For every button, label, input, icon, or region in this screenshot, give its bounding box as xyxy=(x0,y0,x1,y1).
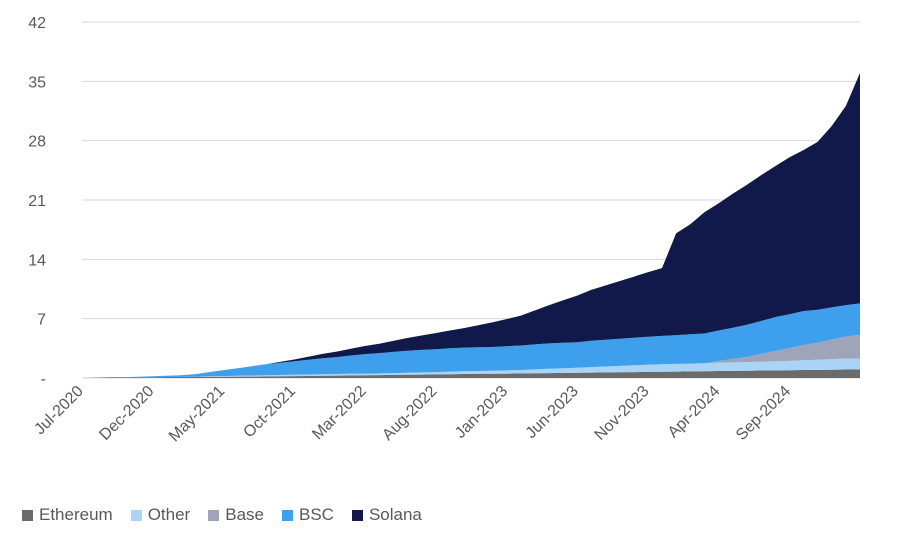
legend-swatch xyxy=(22,509,33,521)
legend-item-other: Other xyxy=(130,505,191,525)
legend-label: Ethereum xyxy=(39,505,113,524)
x-tick-label: Dec-2020 xyxy=(96,383,157,444)
y-tick-label: 14 xyxy=(28,252,46,269)
legend-item-ethereum: Ethereum xyxy=(22,505,113,525)
legend-label: Other xyxy=(147,505,191,524)
x-tick-label: Aug-2022 xyxy=(379,383,440,444)
legend-item-base: Base xyxy=(208,505,264,525)
area-solana xyxy=(82,72,860,379)
legend-swatch xyxy=(130,509,142,521)
x-tick-label: Sep-2024 xyxy=(733,383,794,444)
x-tick-label: Mar-2022 xyxy=(309,383,370,444)
legend-item-bsc: BSC xyxy=(281,505,334,525)
y-tick-label: 7 xyxy=(37,312,46,329)
y-tick-label: 42 xyxy=(28,15,46,32)
x-tick-label: Oct-2021 xyxy=(240,383,299,442)
area-other xyxy=(82,358,860,378)
y-tick-label: 35 xyxy=(28,74,46,91)
x-tick-label: Apr-2024 xyxy=(665,383,724,442)
legend: Ethereum Other Base BSC Solana xyxy=(22,505,422,525)
area-bsc xyxy=(82,303,860,378)
x-tick-label: Jul-2020 xyxy=(31,383,86,438)
x-tick-label: May-2021 xyxy=(166,383,228,445)
x-tick-label: Nov-2023 xyxy=(592,383,653,444)
legend-swatch xyxy=(351,509,363,521)
legend-label: BSC xyxy=(298,505,334,524)
legend-swatch xyxy=(208,509,220,521)
y-tick-label: 28 xyxy=(28,134,46,151)
area-chart-plot: - 7 14 21 28 35 42 Jul-2020 Dec-2020 May-2021 Oct-… xyxy=(28,15,860,445)
legend-label: Base xyxy=(225,505,264,524)
legend-swatch xyxy=(281,509,293,521)
legend-item-solana: Solana xyxy=(351,505,422,525)
area-ethereum xyxy=(82,369,860,378)
y-tick-label: - xyxy=(41,371,46,388)
x-tick-label: Jan-2023 xyxy=(452,383,511,442)
y-tick-label: 21 xyxy=(28,193,46,210)
legend-label: Solana xyxy=(368,505,422,524)
x-tick-label: Jun-2023 xyxy=(523,383,582,442)
